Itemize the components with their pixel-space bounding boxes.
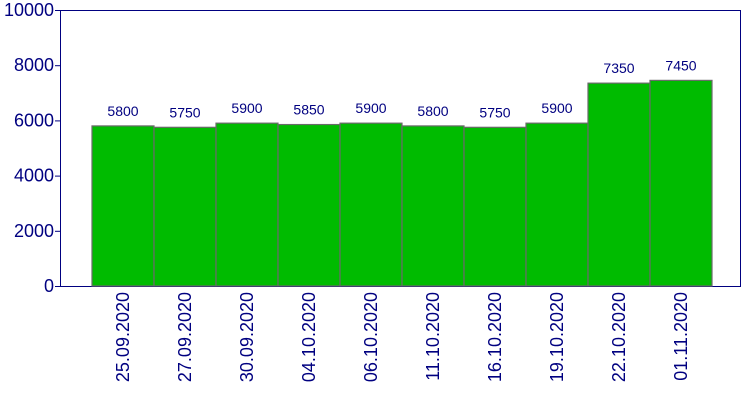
- y-tick-label: 8000: [14, 55, 54, 75]
- bar: [91, 125, 155, 287]
- y-tick-label: 0: [44, 276, 54, 296]
- y-tick-label: 2000: [14, 221, 54, 241]
- x-tick-label: 16.10.2020: [485, 292, 505, 382]
- bar: [277, 123, 341, 287]
- bar-data-label: 5800: [417, 103, 448, 119]
- bar-data-label: 5900: [355, 100, 386, 116]
- x-tick-label: 25.09.2020: [113, 292, 133, 382]
- x-tick-label: 06.10.2020: [361, 292, 381, 382]
- bar-data-label: 5800: [107, 103, 138, 119]
- y-tick-label: 4000: [14, 166, 54, 186]
- bar-data-label: 5750: [479, 104, 510, 120]
- bar: [463, 126, 527, 287]
- x-tick-label: 22.10.2020: [609, 292, 629, 382]
- x-tick-label: 01.11.2020: [671, 292, 691, 381]
- bar-data-label: 7350: [603, 60, 634, 76]
- y-tick-label: 10000: [4, 0, 54, 20]
- bar: [649, 79, 713, 287]
- y-tick-label: 6000: [14, 110, 54, 130]
- x-axis: 25.09.2020 27.09.2020 30.09.2020 04.10.2020…: [113, 292, 691, 382]
- bar-data-label: 5850: [293, 102, 324, 118]
- bar-data-label: 5900: [231, 100, 262, 116]
- x-tick-label: 11.10.2020: [423, 292, 443, 381]
- data-labels-group: 5800 5750 5900 5850 5900 5800 5750 5900 7350 7450: [107, 57, 696, 120]
- y-axis: 0 2000 4000 6000 8000 10000: [4, 0, 60, 296]
- bar-data-label: 5750: [169, 104, 200, 120]
- x-tick-label: 27.09.2020: [175, 292, 195, 382]
- x-tick-label: 04.10.2020: [299, 292, 319, 382]
- bar-data-label: 7450: [665, 57, 696, 73]
- x-tick-label: 30.09.2020: [237, 292, 257, 382]
- bar: [525, 122, 589, 287]
- bar: [215, 122, 279, 287]
- x-tick-label: 19.10.2020: [547, 292, 567, 382]
- bars-group: [91, 79, 713, 287]
- bar-data-label: 5900: [541, 100, 572, 116]
- bar: [339, 122, 403, 287]
- bar: [587, 82, 651, 287]
- bar: [401, 125, 465, 287]
- bar: [153, 126, 217, 287]
